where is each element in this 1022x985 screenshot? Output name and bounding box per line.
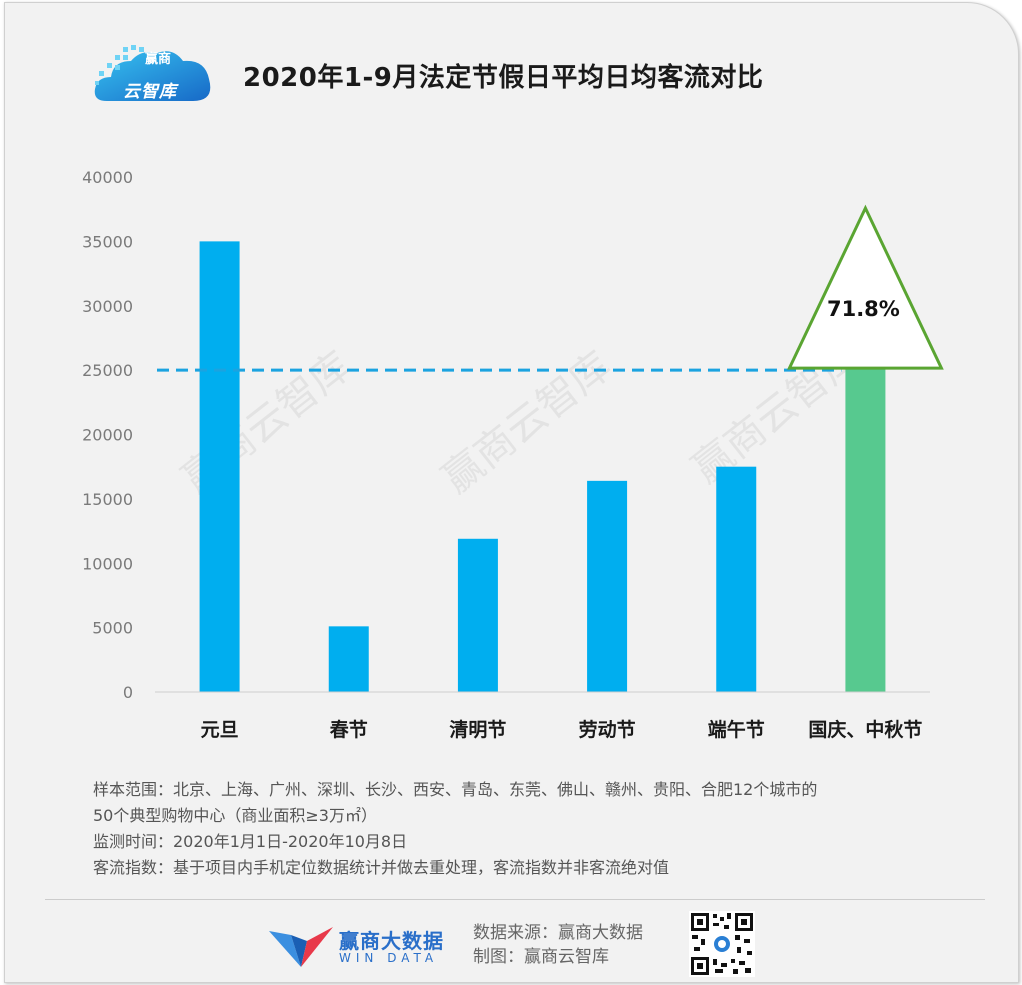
x-category-label: 劳动节: [579, 718, 636, 741]
note-sample-scope: 样本范围：北京、上海、广州、深圳、长沙、西安、青岛、东莞、佛山、赣州、贵阳、合肥…: [93, 780, 818, 799]
yingshang-cloud-logo: 赢商 云智库: [93, 43, 215, 107]
x-category-label: 元旦: [201, 719, 239, 741]
y-tick-label: 0: [123, 683, 133, 702]
logo-top-text: 赢商: [145, 52, 172, 67]
bar-chart: 赢商云智库 赢商云智库 赢商云智库 0 5000 10000 15000 20000 2500…: [82, 168, 944, 741]
logo-text: 云智库: [123, 82, 177, 102]
footer-divider: [45, 899, 985, 900]
growth-annotation: 71.8%: [827, 297, 900, 321]
y-tick-label: 5000: [92, 619, 133, 638]
y-tick-label: 25000: [82, 361, 133, 380]
note-index-definition: 客流指数：基于项目内手机定位数据统计并做去重处理，客流指数并非客流绝对值: [93, 858, 670, 877]
y-tick-label: 35000: [82, 232, 133, 251]
data-source: 数据来源：赢商大数据: [473, 923, 643, 943]
notes: 样本范围：北京、上海、广州、深圳、长沙、西安、青岛、东莞、佛山、赣州、贵阳、合肥…: [93, 777, 817, 881]
chart-maker: 制图：赢商云智库: [473, 947, 609, 967]
watermark-text: 赢商云智库: [434, 343, 620, 502]
source-info: 数据来源：赢商大数据 制图：赢商云智库: [473, 921, 643, 969]
growth-triangle: [787, 204, 944, 370]
chart-card: 赢商 云智库 2020年1-9月法定节假日平均日均客流对比 赢商云智库 赢商云智库…: [4, 2, 1019, 983]
bar: [328, 626, 369, 692]
watermarks: 赢商云智库 赢商云智库 赢商云智库: [174, 333, 870, 502]
bar: [716, 466, 757, 692]
bar: [587, 480, 628, 692]
x-category-label: 国庆、中秋节: [808, 718, 922, 741]
y-tick-label: 40000: [82, 168, 133, 187]
bar: [199, 241, 240, 692]
qr-code-icon: [689, 911, 755, 977]
x-category-label: 清明节: [449, 718, 506, 741]
brand-english-name: WIN DATA: [339, 951, 439, 965]
windata-logo-icon: [269, 927, 333, 967]
chart-title: 2020年1-9月法定节假日平均日均客流对比: [243, 63, 764, 93]
bar: [845, 368, 886, 692]
note-monitor-period: 监测时间：2020年1月1日-2020年10月8日: [93, 832, 408, 851]
y-tick-label: 15000: [82, 490, 133, 509]
y-tick-label: 20000: [82, 426, 133, 445]
y-axis: 0 5000 10000 15000 20000 25000 30000 35000 40000: [82, 168, 133, 702]
cloud-logo-icon: [94, 45, 211, 101]
brand-name: 赢商大数据: [339, 929, 444, 953]
x-category-label: 端午节: [708, 718, 765, 741]
windata-brand: 赢商大数据 WIN DATA: [267, 921, 447, 969]
bar: [457, 538, 498, 692]
bars: [199, 241, 886, 692]
x-category-label: 春节: [330, 718, 368, 741]
x-axis: 元旦 春节 清明节 劳动节 端午节 国庆、中秋节: [201, 718, 923, 741]
y-tick-label: 30000: [82, 297, 133, 316]
note-sample-size: 50个典型购物中心（商业面积≥3万㎡）: [93, 806, 377, 825]
y-tick-label: 10000: [82, 554, 133, 573]
